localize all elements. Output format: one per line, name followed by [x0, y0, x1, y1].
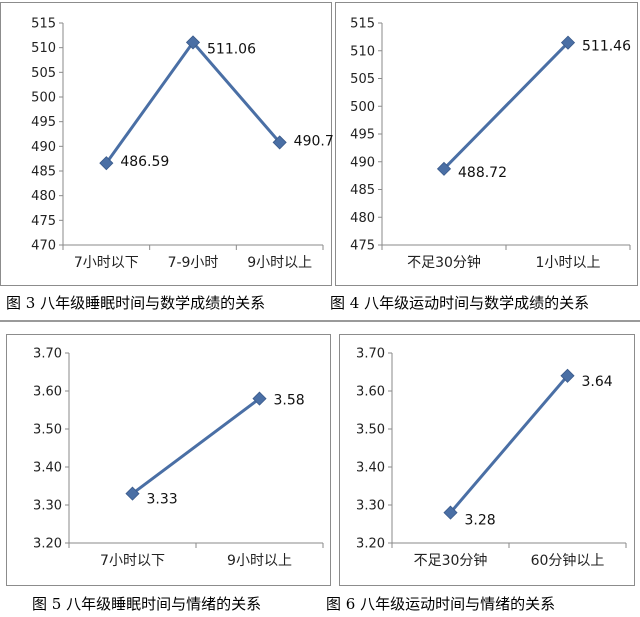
x-tick-label: 不足30分钟: [407, 254, 481, 271]
y-tick-label: 3.30: [33, 499, 62, 514]
data-label: 511.46: [582, 39, 631, 55]
y-tick-label: 3.40: [356, 461, 385, 476]
x-tick-label: 7小时以下: [74, 255, 139, 271]
y-tick-label: 515: [31, 17, 56, 32]
data-point-marker: [185, 35, 201, 50]
chart-svg-exercise-mood: 3.20 3.30 3.40 3.50 3.60 3.70 不足30分钟 60分钟以上 3.28…: [356, 347, 627, 569]
y-tick-label: 475: [31, 214, 56, 229]
data-point-marker: [436, 161, 452, 176]
x-tick-label: 7小时以下: [100, 553, 165, 569]
series-line: [105, 40, 281, 165]
y-tick-label: 475: [350, 239, 375, 254]
y-tick-label: 3.60: [356, 385, 385, 400]
caption-figure-6: 图 6 八年级运动时间与情绪的关系: [326, 595, 556, 613]
data-point-marker: [272, 135, 287, 150]
y-tick-label: 3.50: [33, 423, 62, 438]
data-label: 3.28: [465, 513, 496, 529]
chart-panel-exercise-math: 475 480 485 490 495 500 505 510 515 不足30分钟 1小时以上 48…: [335, 2, 638, 286]
y-tick-label: 3.60: [33, 385, 62, 400]
data-label: 3.33: [147, 492, 178, 508]
chart-panel-sleep-mood: 3.20 3.30 3.40 3.50 3.60 3.70 7小时以下 9小时以上 3.33 3.…: [6, 334, 331, 586]
x-tick-label: 9小时以上: [247, 255, 312, 271]
y-tick-label: 3.30: [356, 499, 385, 514]
y-tick-label: 490: [350, 155, 375, 170]
data-label: 3.58: [274, 393, 305, 409]
data-point-marker: [125, 486, 140, 501]
data-point-marker: [99, 156, 114, 171]
x-tick-label: 不足30分钟: [414, 552, 488, 569]
y-tick-label: 3.20: [356, 537, 385, 552]
y-tick-label: 500: [350, 100, 375, 115]
x-tick-label: 7-9小时: [168, 255, 219, 271]
series-line: [442, 41, 570, 170]
y-tick-label: 490: [31, 140, 56, 155]
y-tick-label: 510: [31, 41, 56, 56]
x-tick-label: 60分钟以上: [531, 552, 605, 569]
y-tick-label: 3.70: [33, 347, 62, 362]
data-point-marker: [443, 505, 458, 520]
y-tick-label: 510: [350, 44, 375, 59]
data-label: 3.64: [582, 374, 613, 390]
data-point-marker: [252, 391, 267, 406]
y-tick-label: 3.40: [33, 461, 62, 476]
y-tick-label: 505: [31, 66, 56, 81]
y-tick-label: 480: [350, 211, 375, 226]
y-tick-label: 480: [31, 189, 56, 204]
data-label: 488.72: [458, 165, 507, 181]
caption-figure-4: 图 4 八年级运动时间与数学成绩的关系: [330, 294, 590, 312]
x-tick-label: 1小时以上: [536, 255, 601, 271]
chart-svg-sleep-math: 470 475 480 485 490 495 500 505 510 515 7小时以下 7-9小时…: [31, 17, 333, 272]
series-line: [131, 397, 261, 495]
chart-panel-sleep-math: 470 475 480 485 490 495 500 505 510 515 7小时以下 7-9小时…: [0, 2, 333, 286]
data-point-marker: [560, 35, 576, 50]
data-label: 490.79: [294, 133, 333, 149]
y-tick-label: 485: [31, 165, 56, 180]
chart-panel-exercise-mood: 3.20 3.30 3.40 3.50 3.60 3.70 不足30分钟 60分钟以上 3.28…: [339, 334, 635, 586]
caption-figure-3: 图 3 八年级睡眠时间与数学成绩的关系: [6, 294, 266, 312]
y-tick-label: 3.70: [356, 347, 385, 362]
y-tick-label: 3.20: [33, 537, 62, 552]
y-tick-label: 3.50: [356, 423, 385, 438]
chart-svg-sleep-mood: 3.20 3.30 3.40 3.50 3.60 3.70 7小时以下 9小时以上 3.33 3.…: [33, 347, 324, 569]
caption-figure-5: 图 5 八年级睡眠时间与情绪的关系: [32, 595, 262, 613]
data-point-marker: [560, 368, 575, 383]
section-divider: [0, 320, 640, 322]
y-tick-label: 470: [31, 239, 56, 254]
y-tick-label: 495: [350, 128, 375, 143]
y-tick-label: 495: [31, 115, 56, 130]
y-tick-label: 515: [350, 17, 375, 32]
y-tick-label: 500: [31, 91, 56, 106]
y-tick-label: 485: [350, 183, 375, 198]
data-label: 511.06: [207, 41, 256, 57]
series-line: [449, 374, 569, 514]
x-tick-label: 9小时以上: [227, 553, 292, 569]
chart-svg-exercise-math: 475 480 485 490 495 500 505 510 515 不足30分钟 1小时以上 48…: [350, 17, 631, 272]
y-tick-label: 505: [350, 72, 375, 87]
data-label: 486.59: [120, 154, 169, 170]
